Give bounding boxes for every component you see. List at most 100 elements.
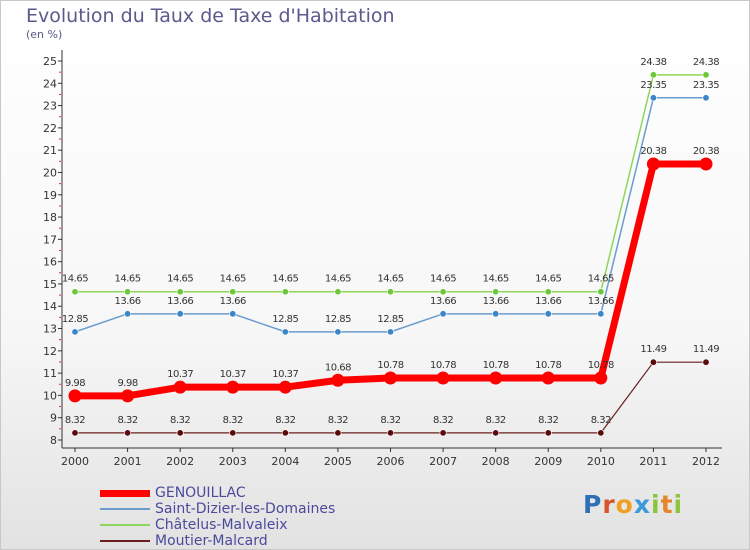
- data-label: 8.32: [275, 415, 295, 426]
- data-point-1: [492, 310, 500, 318]
- data-label: 14.65: [377, 274, 403, 285]
- data-point-1: [281, 328, 289, 336]
- data-label: 8.32: [170, 415, 190, 426]
- data-point-3: [176, 429, 184, 437]
- y-tick-label: 11: [43, 367, 57, 380]
- data-point-2: [124, 288, 132, 296]
- data-point-0: [331, 373, 345, 387]
- x-tick-label: 2002: [166, 455, 194, 468]
- legend-item: Saint-Dizier-les-Domaines: [100, 501, 335, 517]
- data-point-3: [71, 429, 79, 437]
- data-point-1: [386, 328, 394, 336]
- data-point-1: [439, 310, 447, 318]
- y-tick-label: 13: [43, 323, 57, 336]
- data-label: 8.32: [117, 415, 137, 426]
- data-label: 10.78: [588, 360, 614, 371]
- data-label: 13.66: [535, 296, 561, 307]
- data-label: 20.38: [640, 146, 666, 157]
- data-label: 8.32: [223, 415, 243, 426]
- x-tick-label: 2012: [692, 455, 720, 468]
- data-label: 14.65: [325, 274, 351, 285]
- data-label: 14.65: [272, 274, 298, 285]
- data-label: 8.32: [486, 415, 506, 426]
- data-point-0: [594, 371, 608, 385]
- legend-label: GENOUILLAC: [155, 485, 246, 501]
- legend-label: Châtelus-Malvaleix: [155, 517, 288, 533]
- data-point-1: [702, 94, 710, 102]
- data-point-3: [544, 429, 552, 437]
- x-tick-label: 2010: [587, 455, 615, 468]
- data-point-3: [649, 358, 657, 366]
- data-label: 20.38: [693, 146, 719, 157]
- data-label: 13.66: [483, 296, 509, 307]
- y-tick-label: 17: [43, 233, 57, 246]
- data-point-3: [281, 429, 289, 437]
- legend-swatch: [100, 489, 150, 497]
- x-tick-label: 2011: [639, 455, 667, 468]
- legend-item: GENOUILLAC: [100, 485, 335, 501]
- y-tick-label: 14: [43, 300, 57, 313]
- x-tick-label: 2006: [377, 455, 405, 468]
- data-label: 13.66: [115, 296, 141, 307]
- data-point-1: [649, 94, 657, 102]
- data-label: 10.78: [377, 360, 403, 371]
- legend-swatch: [100, 540, 150, 542]
- data-label: 13.66: [430, 296, 456, 307]
- data-point-2: [229, 288, 237, 296]
- y-tick-label: 10: [43, 389, 57, 402]
- legend-item: Moutier-Malcard: [100, 533, 335, 549]
- x-tick-label: 2001: [114, 455, 142, 468]
- y-tick-label: 16: [43, 256, 57, 269]
- x-tick-label: 2004: [271, 455, 299, 468]
- legend: GENOUILLAC Saint-Dizier-les-Domaines Châte…: [100, 485, 335, 549]
- data-point-2: [334, 288, 342, 296]
- y-tick-label: 8: [50, 434, 57, 447]
- data-point-1: [124, 310, 132, 318]
- data-label: 24.38: [693, 57, 719, 68]
- data-label: 14.65: [535, 274, 561, 285]
- y-tick-label: 24: [43, 77, 57, 90]
- data-label: 13.66: [588, 296, 614, 307]
- legend-label: Saint-Dizier-les-Domaines: [155, 501, 336, 517]
- data-point-3: [597, 429, 605, 437]
- data-label: 14.65: [220, 274, 246, 285]
- data-point-1: [176, 310, 184, 318]
- data-point-2: [544, 288, 552, 296]
- data-point-0: [541, 371, 555, 385]
- y-tick-label: 20: [43, 166, 57, 179]
- y-tick-label: 12: [43, 345, 57, 358]
- x-tick-label: 2007: [429, 455, 457, 468]
- data-label: 24.38: [640, 57, 666, 68]
- y-tick-label: 19: [43, 189, 57, 202]
- data-point-2: [281, 288, 289, 296]
- data-point-1: [544, 310, 552, 318]
- x-tick-label: 2003: [219, 455, 247, 468]
- data-point-0: [489, 371, 503, 385]
- data-point-2: [71, 288, 79, 296]
- data-point-3: [386, 429, 394, 437]
- y-tick-label: 25: [43, 55, 57, 68]
- data-point-2: [649, 71, 657, 79]
- data-point-0: [384, 371, 397, 385]
- data-label: 14.65: [115, 274, 141, 285]
- data-label: 10.78: [430, 360, 456, 371]
- data-label: 10.37: [220, 369, 246, 380]
- data-point-0: [436, 371, 450, 385]
- x-tick-label: 2005: [324, 455, 352, 468]
- x-tick-label: 2009: [534, 455, 562, 468]
- data-point-3: [702, 358, 710, 366]
- data-label: 12.85: [325, 314, 351, 325]
- chart-title: Evolution du Taux de Taxe d'Habitation: [26, 5, 395, 27]
- data-label: 10.78: [535, 360, 561, 371]
- legend-label: Moutier-Malcard: [155, 533, 268, 549]
- series-line-2: [75, 74, 706, 293]
- x-tick-label: 2008: [482, 455, 510, 468]
- legend-swatch: [100, 524, 150, 526]
- data-label: 10.78: [483, 360, 509, 371]
- y-unit-label: (en %): [26, 28, 63, 41]
- data-label: 14.65: [483, 274, 509, 285]
- x-tick-label: 2000: [61, 455, 89, 468]
- data-point-1: [597, 310, 605, 318]
- data-point-2: [702, 71, 710, 79]
